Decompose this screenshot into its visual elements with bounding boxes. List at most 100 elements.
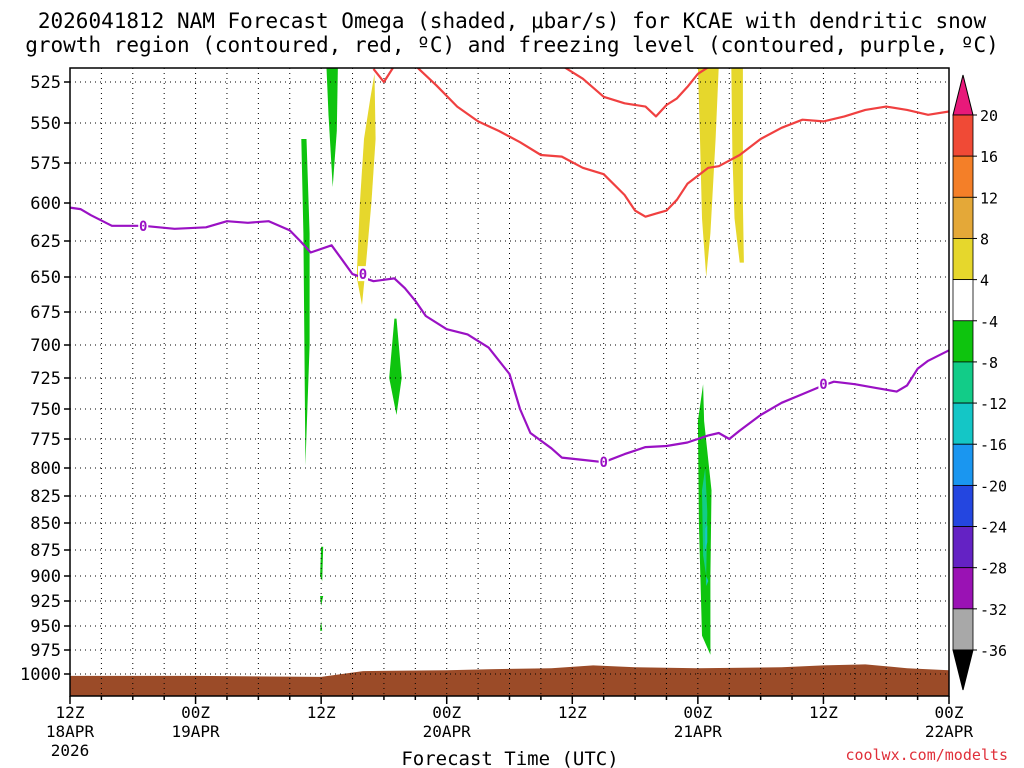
y-tick-label: 725 [30,369,61,389]
y-tick-label: 975 [30,641,61,661]
freezing-label-bg [818,376,829,392]
y-tick-label: 950 [30,617,61,637]
y-tick-label: 650 [30,268,61,288]
colorbar-tick-label: 16 [980,148,998,166]
y-tick-label: 525 [30,73,61,93]
chart-title-line1: 2026041812 NAM Forecast Omega (shaded, μ… [37,9,987,33]
y-tick-label: 850 [30,514,61,534]
colorbar-swatch [952,484,974,527]
y-tick-label: 625 [30,232,61,252]
freezing-level-label: 0 [819,377,827,393]
x-tick-date: 19APR [171,722,220,741]
y-tick-label: 775 [30,430,61,450]
x-axis-title: Forecast Time (UTC) [401,748,618,768]
x-tick-date: 22APR [925,722,974,741]
colorbar-tick-label: -4 [980,313,998,331]
plot-frame [69,67,950,697]
colorbar-tick-label: -28 [980,560,1007,578]
y-tick-label: 800 [30,459,61,479]
colorbar-swatch [952,196,974,239]
colorbar-tick-label: -24 [980,519,1007,537]
colorbar-tick-label: 12 [980,189,998,207]
colorbar-swatch [952,320,974,363]
grid-lines [70,68,949,696]
x-tick-label: 00Z [432,703,461,722]
colorbar-tick-label: -32 [980,601,1007,619]
y-tick-label: 900 [30,567,61,587]
x-tick-label: 12Z [558,703,587,722]
dgz-contour-line [563,68,709,118]
colorbar-tick-label: -16 [980,436,1007,454]
dgz-contours [372,68,949,218]
colorbar-tick-label: -8 [980,354,998,372]
omega-region [326,68,338,187]
y-tick-label: 575 [30,154,61,174]
omega-region [389,318,402,415]
colorbar-tick-label: 4 [980,272,989,290]
x-tick-label: 12Z [56,703,85,722]
freezing-label-bg [358,266,368,282]
freezing-level-label: 0 [359,267,367,283]
omega-region [706,576,709,586]
colorbar-swatch [952,608,974,651]
omega-region [320,621,323,631]
chart-title-line2: growth region (contoured, red, ºC) and f… [25,33,999,57]
freezing-level-line [69,206,950,464]
freezing-level-contour: 0 0 0 0 [69,206,950,471]
omega-region [702,468,708,576]
x-tick-date: 20APR [423,722,472,741]
freezing-label-bg [138,217,149,233]
colorbar-swatch [952,402,974,445]
y-tick-label: 1000 [20,665,61,685]
dgz-contour-line [416,68,949,218]
x-tick-label: 00Z [935,703,964,722]
x-tick-label: 00Z [181,703,210,722]
colorbar-swatch [952,279,974,322]
colorbar-swatch [952,155,974,198]
colorbar-swatch [952,443,974,486]
site-credit[interactable]: coolwx.com/modelts [845,746,1008,764]
omega-shading [301,68,744,655]
colorbar-swatch [952,567,974,610]
terrain-layer [70,664,949,696]
omega-region [731,68,744,263]
colorbar-tick-label: 8 [980,230,989,248]
y-tick-label: 600 [30,194,61,214]
colorbar-top-triangle [952,74,974,116]
x-tick-year: 2026 [51,741,90,760]
x-tick-date: 18APR [46,722,95,741]
colorbar-swatch [952,114,974,157]
omega-region [320,546,324,581]
freezing-level-label: 0 [599,455,607,471]
dgz-contour-line [372,68,395,84]
omega-region [356,73,376,305]
y-tick-label: 925 [30,592,61,612]
y-tick-label: 550 [30,114,61,134]
freezing-level-label: 0 [139,219,147,235]
colorbar-swatch [952,526,974,569]
colorbar-swatch [952,238,974,281]
colorbar-tick-label: -36 [980,642,1007,660]
y-tick-label: 825 [30,487,61,507]
y-tick-label: 750 [30,400,61,420]
x-tick-date: 21APR [674,722,723,741]
y-axis: 525 550 575 600 625 650 675 700 725 750 775 800 825 8… [20,73,70,685]
x-tick-label: 12Z [307,703,336,722]
colorbar: 20 16 12 8 4 -4 -8 -12 -16 -20 -24 -28 -32 -36 [952,74,1007,691]
terrain-fill [70,664,949,696]
colorbar-bottom-triangle [952,649,974,691]
colorbar-tick-label: 20 [980,107,998,125]
y-tick-label: 875 [30,541,61,561]
freezing-label-bg [598,454,609,470]
x-tick-label: 12Z [809,703,838,722]
omega-region [697,68,719,277]
colorbar-tick-label: -12 [980,395,1007,413]
y-tick-label: 675 [30,303,61,323]
colorbar-swatch [952,361,974,404]
omega-region [705,525,708,550]
colorbar-tick-label: -20 [980,477,1007,495]
x-tick-label: 00Z [683,703,712,722]
y-tick-label: 700 [30,336,61,356]
